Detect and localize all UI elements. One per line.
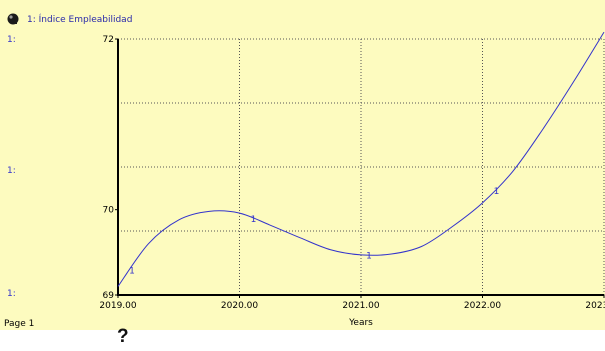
graph-pin-icon[interactable] — [8, 14, 19, 25]
y-tick-label: 70 — [103, 206, 115, 216]
series-marker: 1 — [129, 266, 135, 276]
series-marker: 1 — [494, 187, 500, 197]
scale-prefix-top: 1: — [7, 35, 16, 45]
legend-label: 1: Índice Empleabilidad — [27, 13, 132, 25]
x-tick-label: 2023.00 — [585, 301, 605, 311]
axes — [115, 39, 604, 298]
help-icon[interactable]: ? — [117, 326, 129, 348]
x-axis-label: Years — [348, 318, 373, 328]
x-tick-label: 2021.00 — [342, 301, 379, 311]
x-tick-labels: 2019.00 2020.00 2021.00 2022.00 2023.00 — [99, 301, 605, 311]
y-tick-label: 69 — [103, 291, 115, 301]
series-marker: 1 — [251, 215, 257, 225]
legend: 1: Índice Empleabilidad — [8, 13, 133, 25]
x-tick-label: 2020.00 — [221, 301, 258, 311]
x-tick-label: 2022.00 — [464, 301, 501, 311]
y-tick-labels: 69 70 72 — [103, 35, 115, 301]
page-label[interactable]: Page 1 — [4, 319, 34, 329]
series-marker: 1 — [366, 252, 372, 262]
x-tick-label: 2019.00 — [99, 301, 136, 311]
scale-prefix-bottom: 1: — [7, 289, 16, 299]
y-tick-label: 72 — [103, 35, 114, 45]
grid — [118, 39, 604, 295]
scale-prefix-mid: 1: — [7, 166, 16, 176]
